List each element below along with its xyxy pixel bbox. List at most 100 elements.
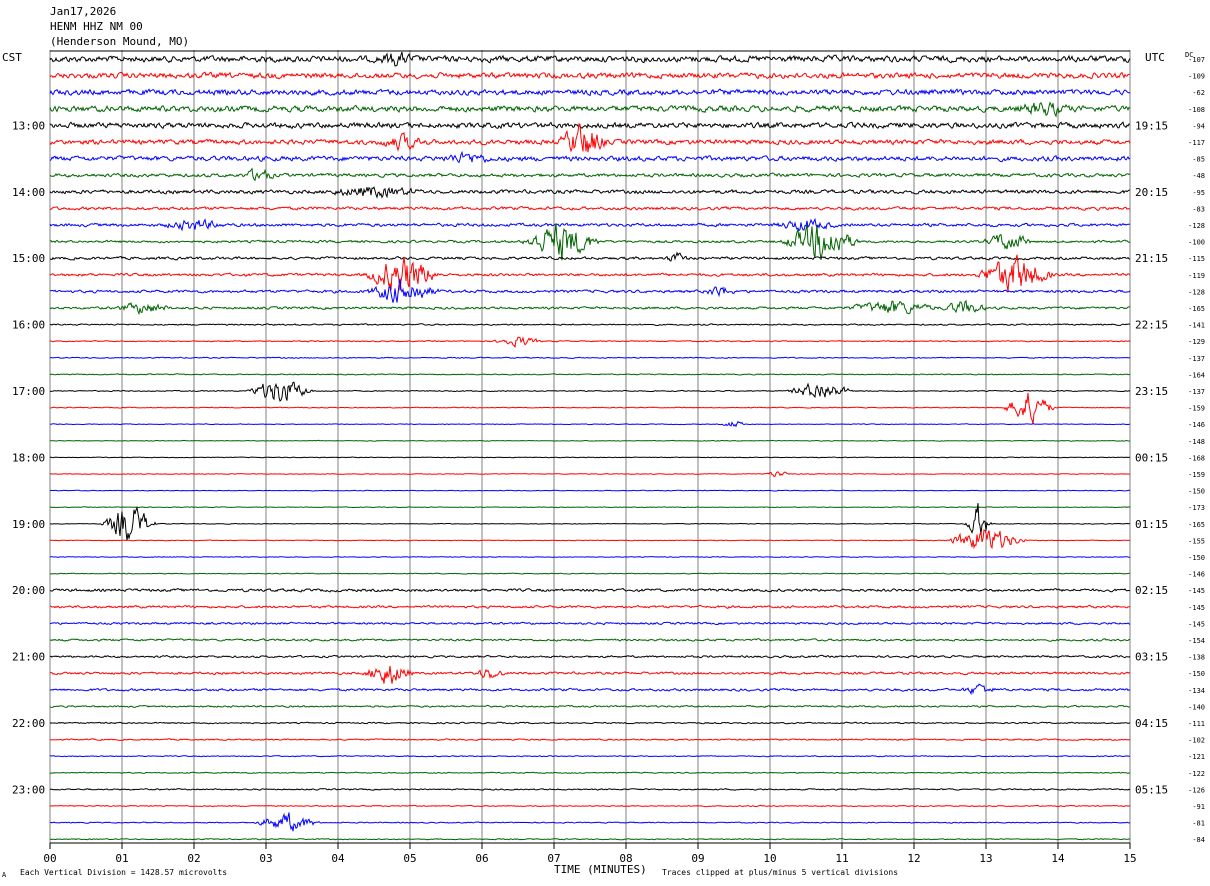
x-axis-title: TIME (MINUTES): [554, 863, 647, 876]
left-hour-label: 13:00: [12, 119, 45, 132]
left-timezone-label: CST: [2, 51, 22, 64]
dc-offset-label: -141: [1188, 322, 1205, 330]
seismic-trace: [50, 503, 1131, 541]
x-tick-label: 00: [43, 852, 56, 865]
dc-offset-label: -145: [1188, 620, 1205, 628]
date-label: Jan17,2026: [50, 5, 116, 18]
dc-offset-label: -111: [1188, 720, 1205, 728]
dc-offset-label: -134: [1188, 687, 1205, 695]
dc-offset-label: -145: [1188, 587, 1205, 595]
seismic-trace: [49, 489, 1131, 492]
left-hour-label: 23:00: [12, 783, 45, 796]
x-tick-label: 03: [259, 852, 272, 865]
clip-note: Traces clipped at plus/minus 5 vertical …: [662, 868, 898, 877]
seismic-trace: [49, 439, 1131, 442]
dc-offset-label: -165: [1188, 521, 1205, 529]
x-tick-label: 09: [691, 852, 704, 865]
dc-offset-label: -146: [1188, 571, 1205, 579]
dc-offset-label: -165: [1188, 305, 1205, 313]
seismic-trace: [49, 704, 1131, 708]
dc-offset-label: -137: [1188, 388, 1205, 396]
seismic-trace: [49, 373, 1131, 376]
seismic-trace: [49, 101, 1131, 118]
seismic-trace: [49, 323, 1131, 327]
dc-offset-label: -148: [1188, 438, 1205, 446]
minute-grid: [49, 50, 1131, 849]
seismic-trace: [49, 788, 1131, 791]
dc-offset-label: -107: [1188, 56, 1205, 64]
seismic-trace: [49, 254, 1131, 292]
seismic-trace: [50, 278, 1131, 303]
x-tick-label: 05: [403, 852, 416, 865]
seismic-trace: [49, 392, 1131, 425]
x-tick-label: 02: [187, 852, 200, 865]
dc-offset-label: -62: [1192, 89, 1205, 97]
dc-offset-label: -48: [1192, 172, 1205, 180]
x-tick-label: 08: [619, 852, 632, 865]
seismic-trace: [49, 381, 1131, 402]
dc-offset-label: -168: [1188, 454, 1205, 462]
dc-offset-label: -121: [1188, 753, 1205, 761]
seismic-trace: [49, 604, 1131, 609]
left-hour-label: 22:00: [12, 717, 45, 730]
dc-offset-label: -145: [1188, 604, 1205, 612]
right-hour-label: 20:15: [1135, 186, 1168, 199]
x-tick-label: 13: [979, 852, 992, 865]
dc-offset-label: -115: [1188, 255, 1205, 263]
seismic-trace: [49, 638, 1131, 642]
dc-offset-label: -91: [1192, 803, 1205, 811]
dc-offset-label: -137: [1188, 355, 1205, 363]
dc-offset-label: -155: [1188, 537, 1205, 545]
seismic-trace: [49, 683, 1131, 696]
dc-offset-label: -159: [1188, 405, 1205, 413]
dc-offset-label: -150: [1188, 670, 1205, 678]
dc-offset-label: -129: [1188, 338, 1205, 346]
dc-offset-label: -159: [1188, 471, 1205, 479]
dc-offset-label: -94: [1192, 122, 1205, 130]
seismic-trace: [49, 251, 1131, 262]
right-timezone-label: UTC: [1145, 51, 1165, 64]
seismic-trace: [49, 654, 1131, 659]
trace-group: [49, 51, 1131, 841]
scale-note: Each Vertical Division = 1428.57 microvo…: [20, 868, 227, 877]
left-hour-label: 17:00: [12, 385, 45, 398]
location-label: (Henderson Mound, MO): [50, 35, 189, 48]
seismic-trace: [49, 471, 1131, 477]
dc-offset-label: -146: [1188, 421, 1205, 429]
left-hour-label: 16:00: [12, 319, 45, 332]
right-hour-label: 01:15: [1135, 518, 1168, 531]
seismic-trace: [49, 804, 1131, 808]
left-hour-label: 21:00: [12, 651, 45, 664]
x-tick-label: 01: [115, 852, 128, 865]
seismic-trace: [49, 755, 1131, 758]
dc-offset-label: -84: [1192, 836, 1205, 844]
right-hour-label: 02:15: [1135, 584, 1168, 597]
dc-offset-label: -119: [1188, 272, 1205, 280]
dc-offset-label: -138: [1188, 654, 1205, 662]
right-hour-label: 22:15: [1135, 319, 1168, 332]
left-hour-label: 14:00: [12, 186, 45, 199]
seismic-trace: [49, 299, 1131, 316]
dc-offset-label: -164: [1188, 371, 1205, 379]
dc-offset-label: -108: [1188, 106, 1205, 114]
dc-offset-label: -95: [1192, 189, 1205, 197]
dc-offset-label: -85: [1192, 156, 1205, 164]
seismic-trace: [49, 812, 1131, 832]
x-tick-label: 04: [331, 852, 345, 865]
dc-offset-label: -102: [1188, 737, 1205, 745]
dc-offset-label: -83: [1192, 205, 1205, 213]
seismic-trace: [49, 336, 1131, 349]
seismic-trace: [49, 721, 1131, 725]
dc-offset-labels: -107 -109 -62 -108 -94 -117 -85 -48 -95 -83 -128 -1…: [1188, 56, 1205, 844]
x-tick-label: 07: [547, 852, 560, 865]
seismic-trace: [49, 217, 1131, 232]
x-tick-labels: 00 01 02 03 04 05 06 07 08 09 10 11 12 13 14 15: [43, 852, 1136, 865]
seismic-trace: [49, 621, 1131, 626]
x-tick-label: 14: [1051, 852, 1065, 865]
x-tick-label: 11: [835, 852, 848, 865]
seismic-trace: [49, 205, 1131, 211]
seismic-trace: [49, 587, 1131, 593]
seismic-trace: [49, 572, 1130, 575]
right-hour-label: 03:15: [1135, 651, 1168, 664]
seismic-trace: [49, 456, 1130, 459]
